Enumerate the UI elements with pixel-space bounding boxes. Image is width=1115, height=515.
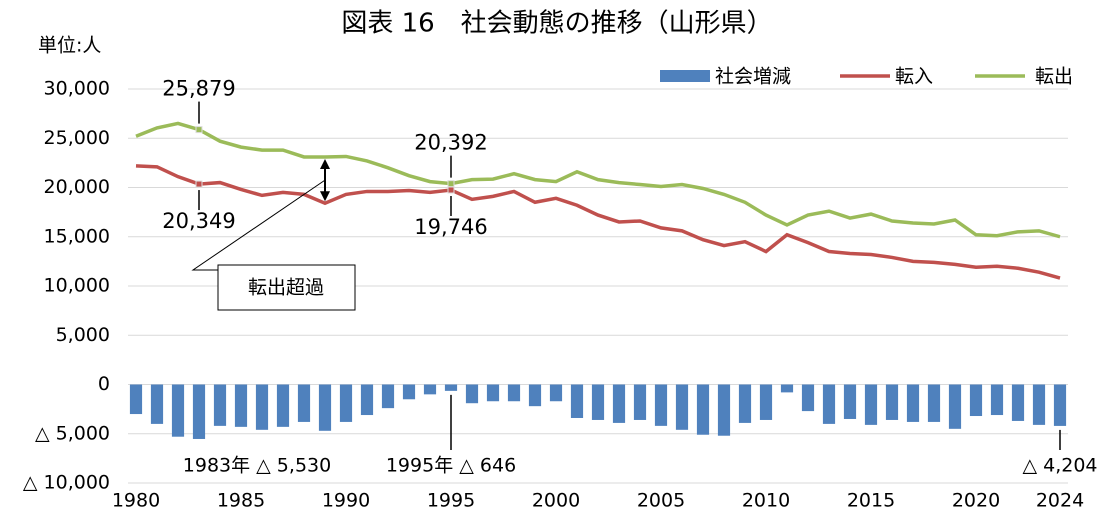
x-tick-label: 2005 [637, 490, 685, 512]
data-point [195, 126, 203, 134]
line [135, 121, 1061, 239]
bar [612, 384, 626, 423]
bar [885, 384, 899, 420]
bar [192, 384, 206, 439]
bar [444, 384, 458, 391]
bar [255, 384, 269, 430]
bar [633, 384, 647, 420]
annotation-box [217, 264, 356, 311]
legend-label: 社会増減 [715, 66, 791, 88]
x-tick-label: 2024 [1036, 490, 1084, 512]
data-point [447, 186, 455, 194]
data-label: 1983年 △ 5,530 [183, 455, 331, 477]
data-label: △ 4,204 [1022, 455, 1097, 477]
bar [1032, 384, 1046, 425]
line [135, 164, 1061, 280]
bar [129, 384, 143, 415]
bar [864, 384, 878, 425]
annotation-text: 転出超過 [248, 277, 324, 299]
bar [423, 384, 437, 395]
data-label: 19,746 [414, 215, 487, 239]
x-tick-label: 2020 [952, 490, 1000, 512]
bar [318, 384, 332, 431]
bar [276, 384, 290, 427]
bar [801, 384, 815, 412]
x-tick-label: 1985 [217, 490, 265, 512]
bar [948, 384, 962, 429]
y-tick-label: 25,000 [44, 127, 110, 149]
arrow-head [320, 158, 330, 169]
bar [780, 384, 794, 393]
data-point [447, 180, 455, 188]
bar [696, 384, 710, 435]
x-tick-label: 2015 [847, 490, 895, 512]
y-tick-label: △ 10,000 [23, 472, 110, 494]
bar [402, 384, 416, 400]
y-tick-label: 20,000 [44, 176, 110, 198]
x-tick-label: 2000 [532, 490, 580, 512]
bar [339, 384, 353, 422]
bar [717, 384, 731, 436]
bar [381, 384, 395, 409]
bar [906, 384, 920, 422]
y-tick-label: 10,000 [44, 275, 110, 297]
legend-label: 転出 [1035, 66, 1073, 88]
bar [150, 384, 164, 424]
bar [654, 384, 668, 426]
bar [360, 384, 374, 416]
chart-title: 図表 16 社会動態の推移（山形県） [341, 9, 772, 39]
bar [171, 384, 185, 437]
bar [738, 384, 752, 423]
y-tick-label: 5,000 [56, 324, 110, 346]
x-tick-label: 1995 [427, 490, 475, 512]
legend-swatch [660, 70, 710, 82]
bar [465, 384, 479, 404]
data-point [195, 180, 203, 188]
legend-label: 転入 [895, 66, 933, 88]
bar [1053, 384, 1067, 426]
bar [969, 384, 983, 417]
bar [549, 384, 563, 402]
bar [822, 384, 836, 424]
bar [759, 384, 773, 420]
bar [591, 384, 605, 420]
bar [675, 384, 689, 430]
bar [528, 384, 542, 407]
bar [234, 384, 248, 427]
bar [990, 384, 1004, 416]
bar [570, 384, 584, 418]
bar [507, 384, 521, 402]
data-label: 25,879 [162, 77, 235, 101]
data-label: 20,349 [162, 209, 235, 233]
bar [297, 384, 311, 422]
arrow-head [320, 191, 330, 202]
y-tick-label: 15,000 [44, 225, 110, 247]
x-tick-label: 1980 [112, 490, 160, 512]
x-tick-label: 2010 [742, 490, 790, 512]
y-tick-label: 0 [98, 373, 110, 395]
data-label: 20,392 [414, 131, 487, 155]
x-tick-label: 1990 [322, 490, 370, 512]
annotation-leader [191, 179, 326, 271]
y-unit-label: 単位:人 [38, 35, 101, 57]
bar [927, 384, 941, 422]
bar [843, 384, 857, 419]
bar [486, 384, 500, 402]
data-label: 1995年 △ 646 [386, 455, 516, 477]
y-tick-label: 30,000 [44, 78, 110, 100]
bar [213, 384, 227, 426]
bar [1011, 384, 1025, 421]
y-tick-label: △ 5,000 [35, 422, 110, 444]
